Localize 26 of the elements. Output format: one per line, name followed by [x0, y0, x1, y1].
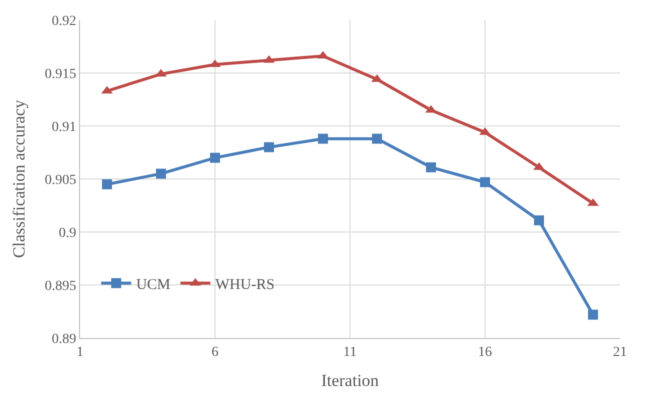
x-tick-label: 21 — [613, 344, 627, 360]
x-tick-label: 1 — [76, 344, 84, 360]
x-tick-label: 16 — [478, 344, 492, 360]
x-tick-label: 11 — [343, 344, 357, 360]
point — [318, 134, 328, 144]
y-axis-title: Classification accuracy — [9, 99, 28, 258]
legend-label: UCM — [136, 276, 170, 293]
y-tick-label: 0.92 — [52, 14, 76, 29]
point — [210, 152, 220, 163]
y-tick-label: 0.905 — [44, 172, 76, 188]
point — [102, 179, 112, 190]
point — [372, 134, 382, 144]
point — [588, 310, 598, 320]
point — [534, 215, 544, 226]
x-axis-title: Iteration — [321, 371, 380, 390]
y-tick-label: 0.89 — [52, 332, 76, 347]
legend-label: WHU-RS — [215, 276, 275, 293]
point — [156, 168, 166, 179]
y-tick-label: 0.9 — [58, 226, 76, 241]
y-tick-label: 0.91 — [52, 120, 76, 135]
y-tick-label: 0.895 — [44, 278, 76, 294]
point — [426, 162, 436, 172]
point — [264, 142, 274, 152]
y-tick-label: 0.915 — [44, 66, 76, 82]
point — [480, 177, 490, 188]
x-tick-label: 6 — [212, 344, 218, 360]
